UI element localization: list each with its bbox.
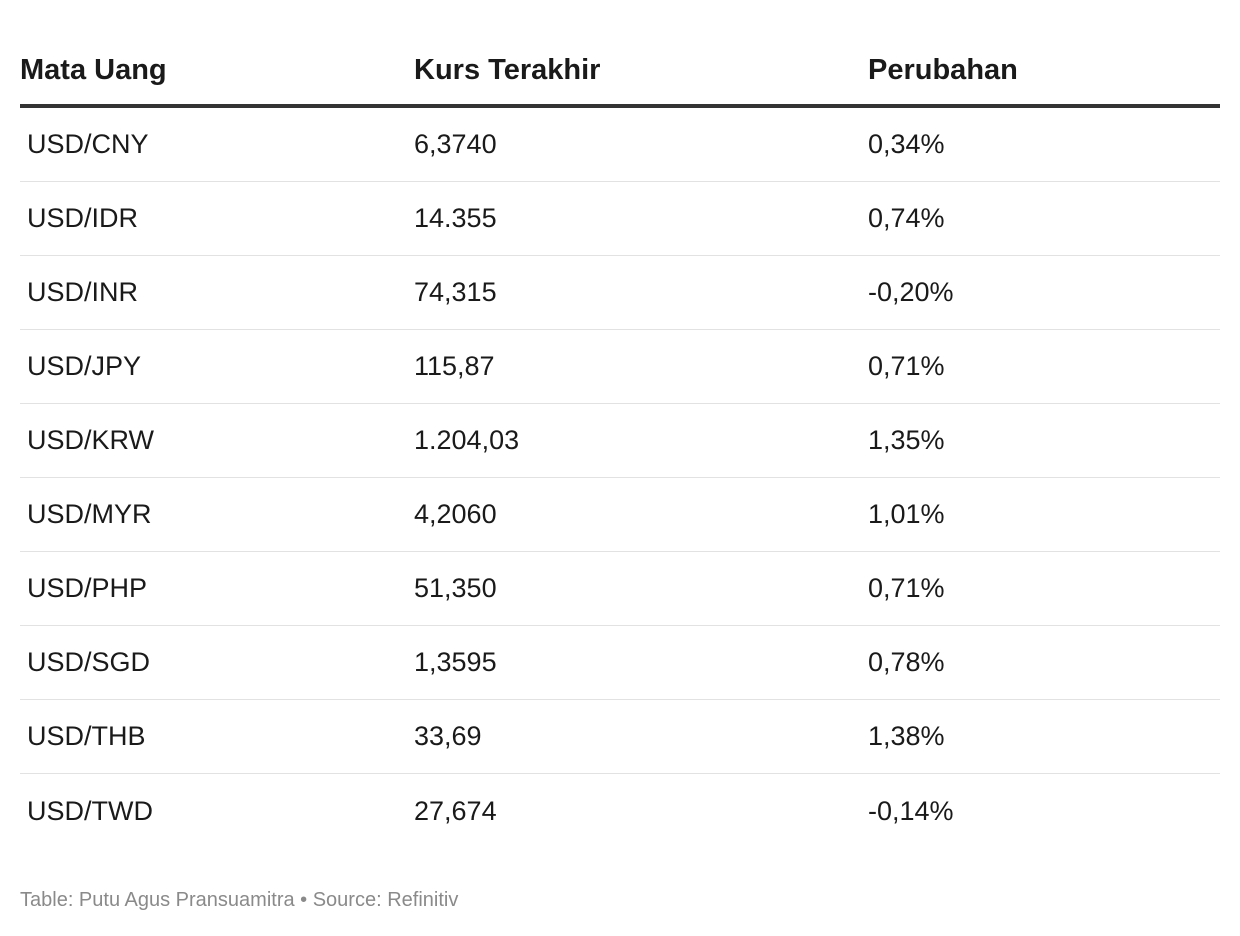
change-cell: -0,14% [868,795,954,826]
change-cell: 0,71% [868,573,945,603]
table-row: USD/SGD 1,3595 0,78% [20,626,1220,700]
change-cell: 0,74% [868,203,945,233]
rate-cell: 4,2060 [414,499,497,529]
table-row: USD/INR 74,315 -0,20% [20,256,1220,330]
table-row: USD/IDR 14.355 0,74% [20,182,1220,256]
change-cell: -0,20% [868,277,954,307]
table-row: USD/TWD 27,674 -0,14% [20,774,1220,848]
rate-cell: 33,69 [414,721,482,751]
change-cell: 0,78% [868,647,945,677]
change-cell: 0,71% [868,351,945,381]
currency-pair-cell: USD/SGD [27,647,151,677]
source-footnote: Table: Putu Agus Pransuamitra • Source: … [20,889,459,911]
header-change: Perubahan [868,53,1018,86]
rate-cell: 51,350 [414,573,497,603]
table-row: USD/MYR 4,2060 1,01% [20,478,1220,552]
change-cell: 0,34% [868,129,945,159]
currency-pair-cell: USD/IDR [27,203,139,233]
currency-pair-cell: USD/JPY [27,351,142,381]
rate-cell: 115,87 [414,351,495,381]
exchange-rate-table: Mata Uang Kurs Terakhir Perubahan USD/CN… [20,36,1220,848]
table-row: USD/JPY 115,87 0,71% [20,330,1220,404]
change-cell: 1,35% [868,425,945,455]
currency-pair-cell: USD/MYR [27,499,152,529]
rate-cell: 14.355 [414,203,497,233]
table-row: USD/KRW 1.204,03 1,35% [20,404,1220,478]
currency-pair-cell: USD/TWD [27,795,153,826]
table-header: Mata Uang Kurs Terakhir Perubahan [20,36,1220,108]
change-cell: 1,01% [868,499,945,529]
currency-pair-cell: USD/THB [27,721,146,751]
table-row: USD/THB 33,69 1,38% [20,700,1220,774]
change-cell: 1,38% [868,721,945,751]
header-last-rate: Kurs Terakhir [414,53,601,86]
currency-pair-cell: USD/INR [27,277,139,307]
currency-pair-cell: USD/PHP [27,573,148,603]
currency-pair-cell: USD/CNY [27,129,149,159]
rate-cell: 74,315 [414,277,497,307]
rate-cell: 1,3595 [414,647,497,677]
rate-cell: 27,674 [414,795,497,826]
currency-pair-cell: USD/KRW [27,425,155,455]
table-row: USD/PHP 51,350 0,71% [20,552,1220,626]
rate-cell: 6,3740 [414,129,497,159]
table-row: USD/CNY 6,3740 0,34% [20,108,1220,182]
header-currency: Mata Uang [20,53,167,86]
rate-cell: 1.204,03 [414,425,520,455]
